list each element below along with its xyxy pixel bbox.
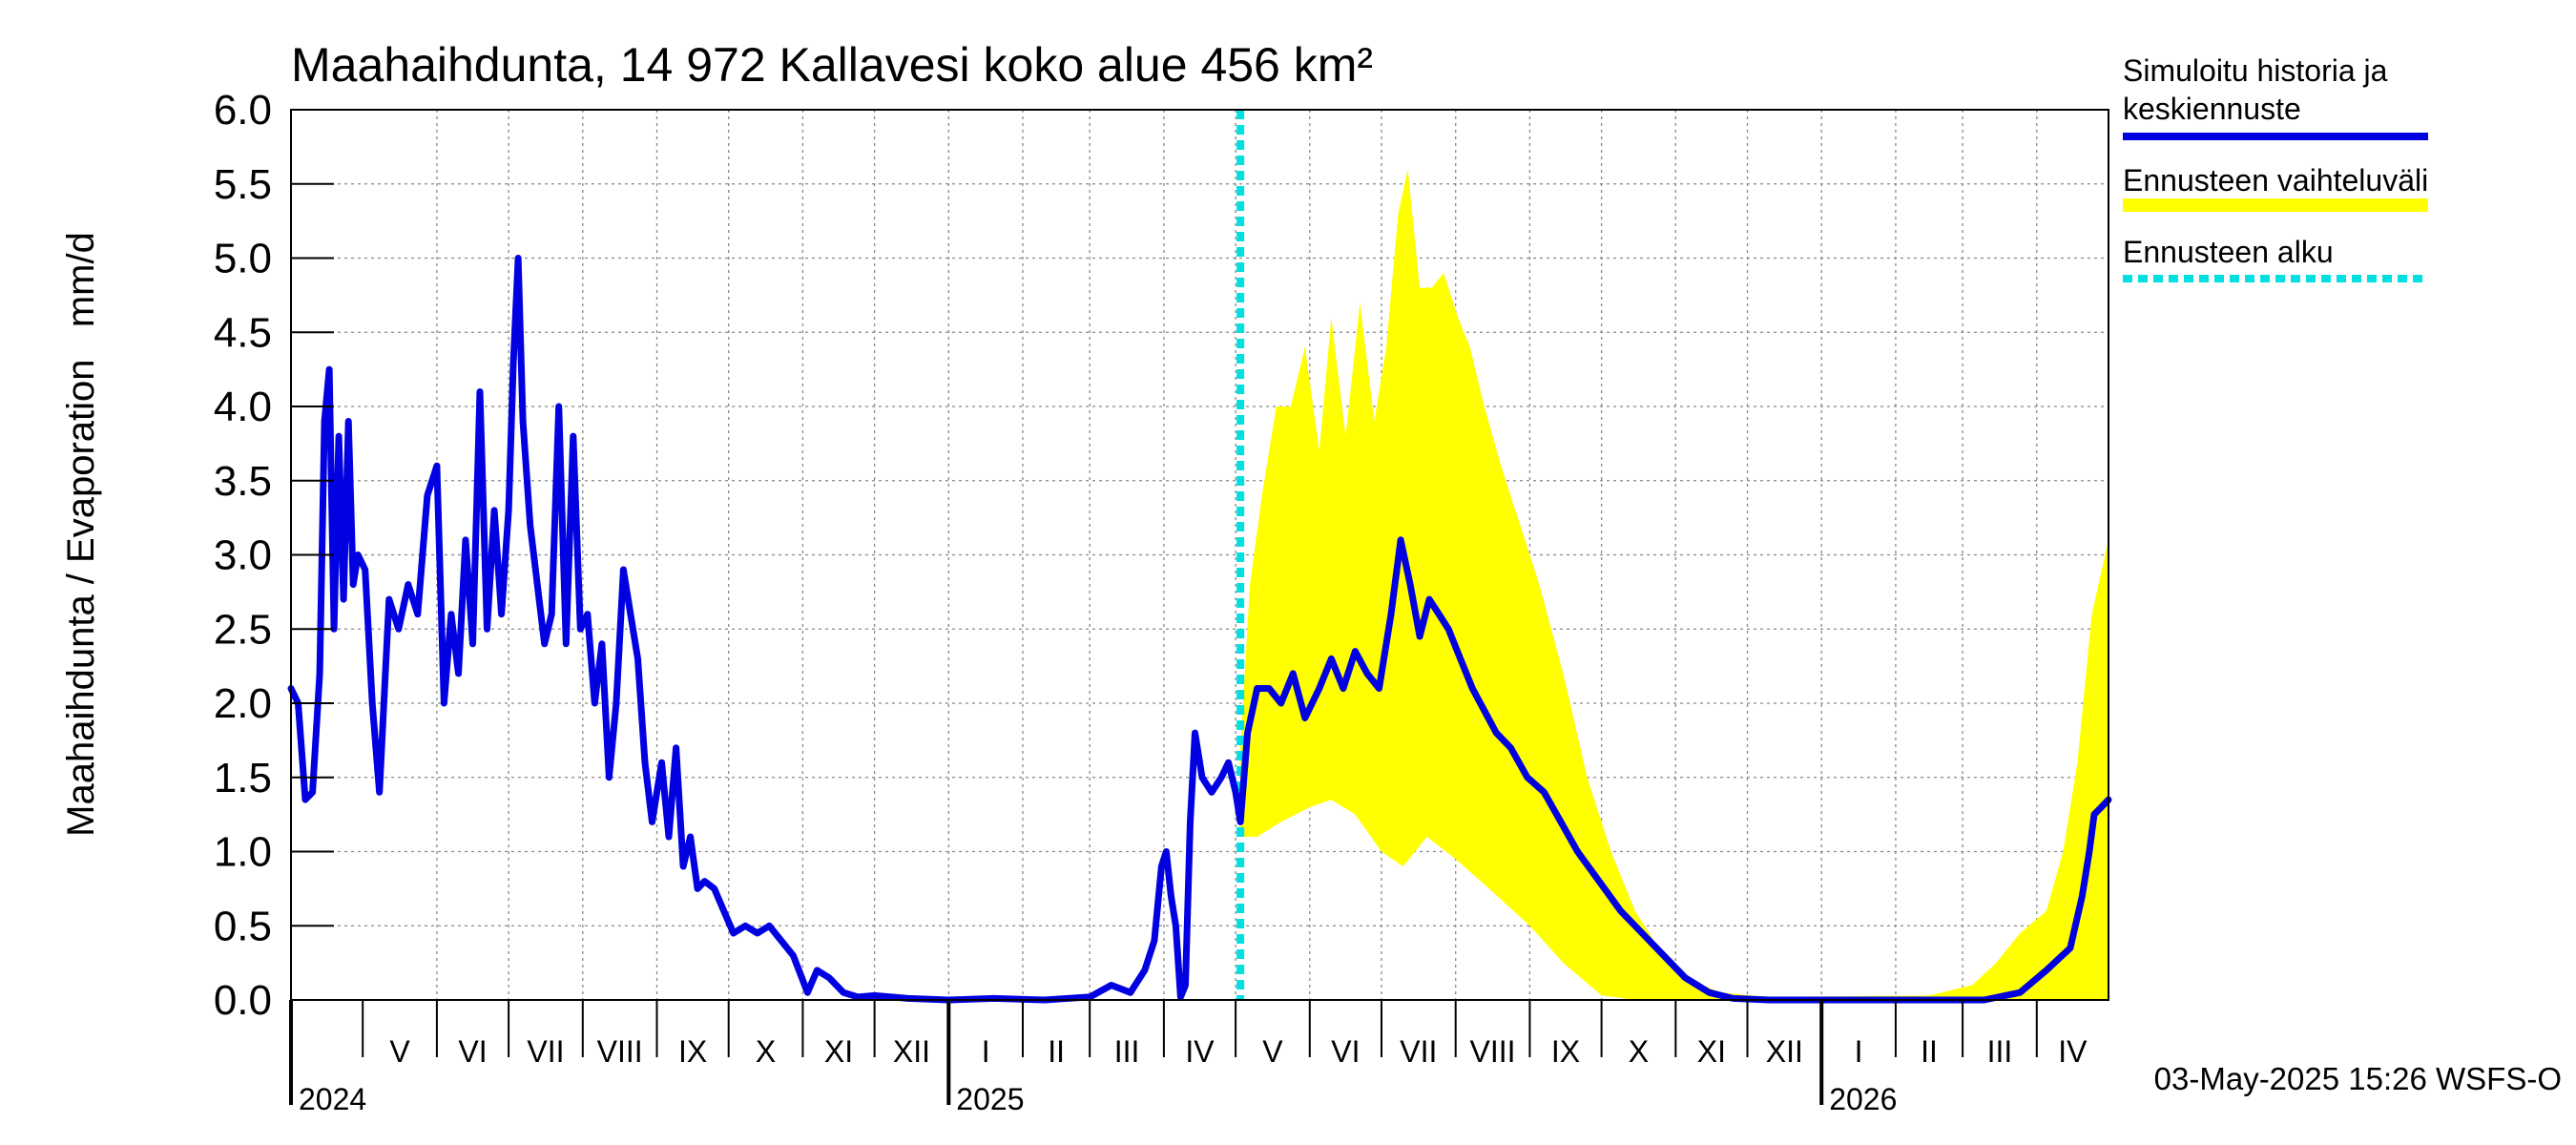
x-month-label: VIII <box>1470 1034 1516 1069</box>
x-month-label: XII <box>1766 1034 1803 1069</box>
x-axis: V VI VII VIII IX X XI XII I II III IV V VI VII VIII IX X X… <box>289 1000 2088 1116</box>
x-month-label: VII <box>1400 1034 1437 1069</box>
x-month-label: XII <box>893 1034 930 1069</box>
y-tick-label: 3.5 <box>214 458 272 505</box>
x-month-label: VI <box>1331 1034 1360 1069</box>
x-month-label: V <box>1262 1034 1283 1069</box>
x-year-label: 2024 <box>299 1082 366 1116</box>
x-month-label: I <box>1855 1034 1863 1069</box>
x-month-label: X <box>1629 1034 1649 1069</box>
chart-title: Maahaihdunta, 14 972 Kallavesi koko alue… <box>291 38 1373 92</box>
x-month-label: IX <box>678 1034 707 1069</box>
forecast-range-band <box>1240 169 2109 1000</box>
y-tick-label: 4.5 <box>214 309 272 356</box>
x-year-label: 2025 <box>956 1082 1024 1116</box>
x-month-label: VI <box>458 1034 487 1069</box>
y-tick-label: 1.0 <box>214 829 272 876</box>
series-lines <box>287 255 2112 1004</box>
legend: Simuloitu historia ja keskiennuste Ennuste… <box>2123 53 2428 282</box>
x-month-label: XI <box>1697 1034 1726 1069</box>
y-tick-label: 6.0 <box>214 87 272 134</box>
y-tick-label: 0.0 <box>214 977 272 1024</box>
x-month-label: IV <box>1185 1034 1215 1069</box>
x-month-label: VIII <box>597 1034 643 1069</box>
y-tick-label: 5.5 <box>214 161 272 208</box>
x-month-label: I <box>982 1034 990 1069</box>
legend-label: Ennusteen vaihteluväli <box>2123 163 2428 198</box>
y-tick-label: 2.0 <box>214 680 272 727</box>
x-month-label: III <box>1114 1034 1140 1069</box>
grid-lines <box>291 109 2109 1001</box>
y-axis-ticks: 0.0 0.5 1.0 1.5 2.0 2.5 3.0 3.5 4.0 4.5 5.0 5.5 6.0 <box>214 87 334 1024</box>
x-month-label: II <box>1048 1034 1065 1069</box>
x-month-label: IX <box>1551 1034 1580 1069</box>
y-tick-label: 5.0 <box>214 236 272 282</box>
y-tick-label: 3.0 <box>214 532 272 579</box>
x-month-label: VII <box>527 1034 564 1069</box>
series-line <box>287 255 2112 1004</box>
timestamp-footer: 03-May-2025 15:26 WSFS-O <box>2154 1061 2562 1096</box>
legend-label: Simuloitu historia ja <box>2123 53 2388 88</box>
y-axis-label: Maahaihdunta / Evaporation mm/d <box>60 232 102 837</box>
band-area <box>1240 169 2109 1000</box>
y-tick-label: 1.5 <box>214 755 272 802</box>
legend-label: Ennusteen alku <box>2123 235 2334 269</box>
x-year-label: 2026 <box>1829 1082 1897 1116</box>
y-tick-label: 4.0 <box>214 384 272 430</box>
x-month-label: V <box>389 1034 410 1069</box>
x-month-label: IV <box>2058 1034 2088 1069</box>
x-month-label: III <box>1987 1034 2013 1069</box>
y-tick-label: 2.5 <box>214 606 272 653</box>
y-tick-label: 0.5 <box>214 903 272 949</box>
x-month-label: II <box>1921 1034 1938 1069</box>
x-month-label: XI <box>824 1034 853 1069</box>
x-month-label: X <box>756 1034 776 1069</box>
legend-label: keskiennuste <box>2123 92 2301 126</box>
